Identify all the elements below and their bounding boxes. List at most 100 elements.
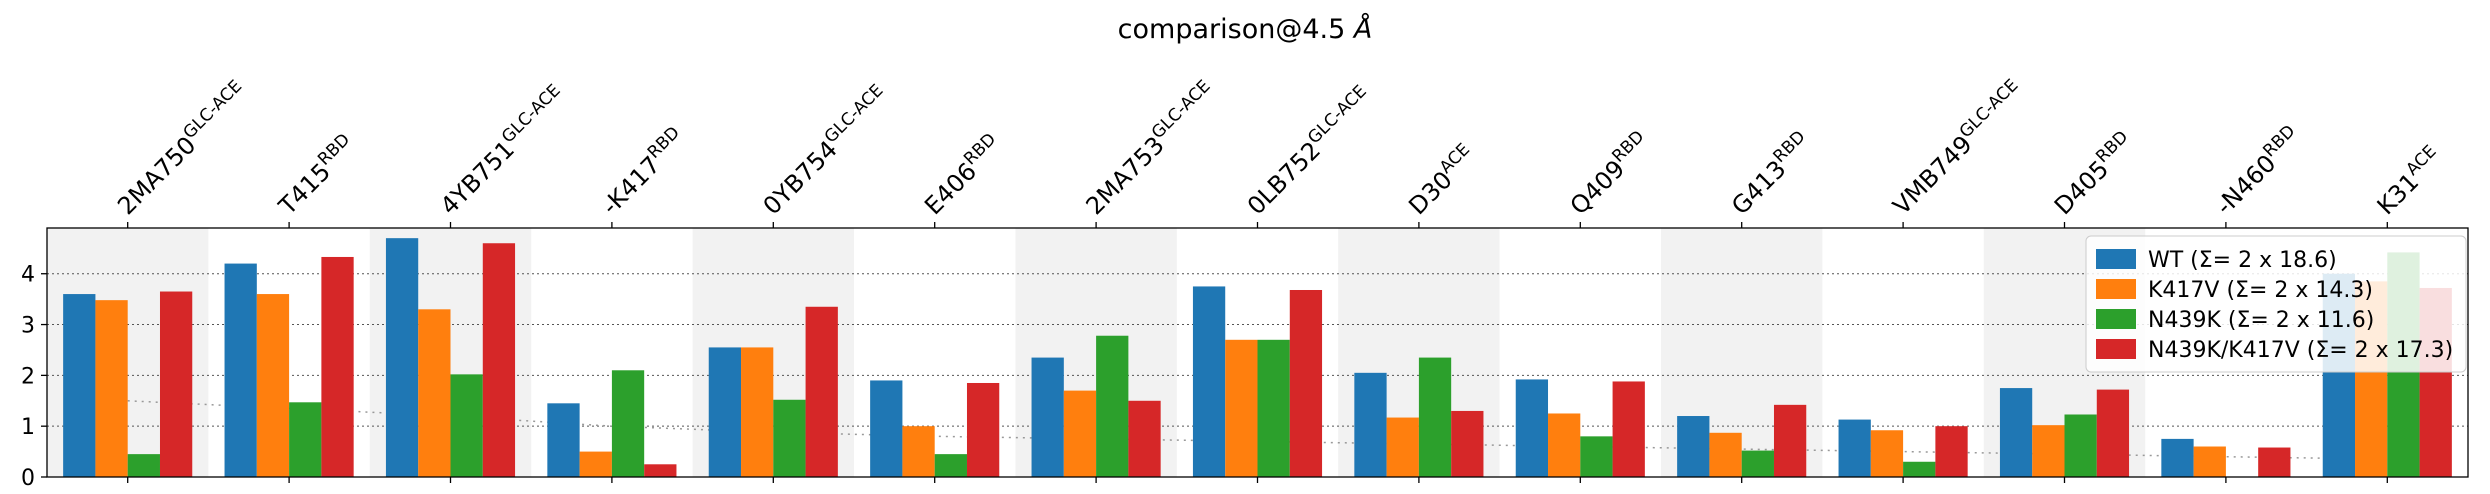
- bar-1-12: [1838, 419, 1871, 477]
- x-tick-label-base: 4YB751: [435, 135, 520, 220]
- bar-4-6: [966, 382, 1000, 477]
- bar-2-2: [256, 294, 290, 477]
- y-tick-label: 0: [21, 466, 35, 489]
- legend-box: [2085, 235, 2467, 373]
- bar-2-11: [1709, 432, 1742, 477]
- bar-4-11: [1773, 404, 1807, 477]
- x-tick-label-sup: GLC-ACE: [1304, 82, 1371, 149]
- x-tick-label: E406RBD: [917, 129, 1008, 220]
- bar-3-8: [1257, 339, 1290, 477]
- x-tick-label-base: -N460: [2210, 149, 2281, 220]
- bar-3-9: [1418, 357, 1452, 477]
- legend-label: N439K/K417V (Σ= 2 x 17.3): [2148, 338, 2453, 363]
- bar-1-14: [2161, 438, 2194, 477]
- bar-3-10: [1580, 436, 1613, 477]
- bar-1-2: [224, 263, 257, 477]
- bar-1-9: [1354, 372, 1387, 477]
- x-tick-label: VMB749GLC-ACE: [1885, 76, 2030, 221]
- y-tick-label: 4: [21, 263, 35, 288]
- bar-4-7: [1128, 400, 1161, 477]
- y-tick-label: 3: [21, 314, 35, 339]
- bar-4-14: [2258, 447, 2291, 477]
- bar-4-3: [482, 243, 516, 477]
- legend-swatch: [2096, 249, 2136, 269]
- bar-3-5: [773, 399, 806, 477]
- bars: [63, 238, 2452, 477]
- x-tick-label: K31ACE: [2370, 142, 2449, 221]
- bar-3-11: [1741, 450, 1774, 477]
- x-tick-label: T415RBD: [271, 130, 362, 221]
- bar-1-4: [547, 403, 580, 477]
- x-tick-label: 2MA753GLC-ACE: [1078, 76, 1222, 220]
- legend-label: WT (Σ= 2 x 18.6): [2148, 248, 2337, 273]
- x-tick-label-base: 0LB752: [1242, 136, 1326, 220]
- x-tick-label-sup: GLC-ACE: [1148, 76, 1215, 143]
- legend-swatch: [2096, 279, 2136, 299]
- bar-2-9: [1386, 417, 1419, 477]
- bar-2-4: [579, 451, 612, 477]
- x-tick-label: Q409RBD: [1563, 127, 1657, 221]
- bar-3-2: [289, 402, 322, 477]
- bar-4-5: [805, 306, 838, 477]
- bar-4-13: [2096, 389, 2130, 477]
- bar-3-4: [611, 370, 645, 477]
- x-tick-label-sup: GLC-ACE: [179, 76, 246, 143]
- x-tick-label: -N460RBD: [2208, 121, 2307, 220]
- bar-2-7: [1063, 390, 1097, 477]
- bar-1-10: [1515, 379, 1549, 477]
- x-tick-label: G413RBD: [1724, 127, 1817, 220]
- x-tick-label-base: 2MA753: [1081, 131, 1170, 220]
- bar-2-1: [95, 300, 128, 477]
- bar-3-6: [934, 454, 967, 477]
- legend: WT (Σ= 2 x 18.6) K417V (Σ= 2 x 14.3) N439K…: [2085, 235, 2467, 373]
- x-tick-label-sup: GLC-ACE: [498, 81, 565, 148]
- bar-1-11: [1677, 416, 1710, 477]
- legend-swatch: [2096, 309, 2136, 329]
- x-tick-label: 2MA750GLC-ACE: [110, 76, 254, 220]
- bar-2-3: [418, 309, 451, 477]
- bar-2-13: [2032, 425, 2065, 477]
- axes: [41, 222, 2469, 483]
- y-tick-label: 2: [21, 364, 35, 389]
- x-tick-label: -K417RBD: [594, 123, 691, 220]
- chart-title-unit: Å: [1352, 13, 1372, 45]
- bar-2-12: [1870, 430, 1904, 477]
- x-tick-label-sup: GLC-ACE: [1956, 76, 2023, 143]
- x-tick-label: 4YB751GLC-ACE: [433, 81, 573, 221]
- bar-3-7: [1096, 335, 1129, 477]
- bar-3-1: [127, 454, 160, 477]
- bar-2-8: [1225, 339, 1258, 477]
- bar-1-7: [1031, 357, 1064, 477]
- x-tick-label: D405RBD: [2047, 127, 2140, 220]
- bar-4-10: [1612, 381, 1645, 477]
- legend-swatch: [2096, 339, 2136, 359]
- x-tick-label-base: 2MA750: [112, 131, 201, 220]
- x-tick-label-base: 0YB754: [758, 135, 843, 220]
- y-tick-labels: 0 1 2 3 4: [21, 263, 35, 491]
- bar-4-2: [321, 256, 354, 477]
- bar-2-14: [2193, 446, 2226, 477]
- bar-1-6: [870, 380, 903, 477]
- bar-4-12: [1935, 426, 1968, 477]
- bar-4-1: [159, 291, 193, 477]
- bar-4-9: [1451, 410, 1484, 477]
- bar-1-1: [63, 294, 96, 477]
- bar-1-8: [1192, 286, 1226, 477]
- bar-1-3: [385, 238, 419, 477]
- bar-4-4: [644, 464, 677, 477]
- x-tick-label: 0LB752GLC-ACE: [1240, 82, 1379, 221]
- bar-2-10: [1548, 413, 1581, 477]
- x-tick-label-base: VMB749: [1888, 130, 1978, 220]
- chart-title: comparison@4.5 Å: [1118, 13, 1373, 45]
- bar-3-12: [1903, 461, 1936, 477]
- legend-label: K417V (Σ= 2 x 14.3): [2148, 278, 2373, 303]
- bar-3-3: [450, 374, 483, 477]
- bar-1-5: [708, 347, 742, 477]
- x-tick-label: D30ACE: [1401, 140, 1482, 221]
- legend-label: N439K (Σ= 2 x 11.6): [2148, 308, 2374, 333]
- bar-3-13: [2064, 414, 2097, 477]
- y-tick-label: 1: [21, 415, 35, 440]
